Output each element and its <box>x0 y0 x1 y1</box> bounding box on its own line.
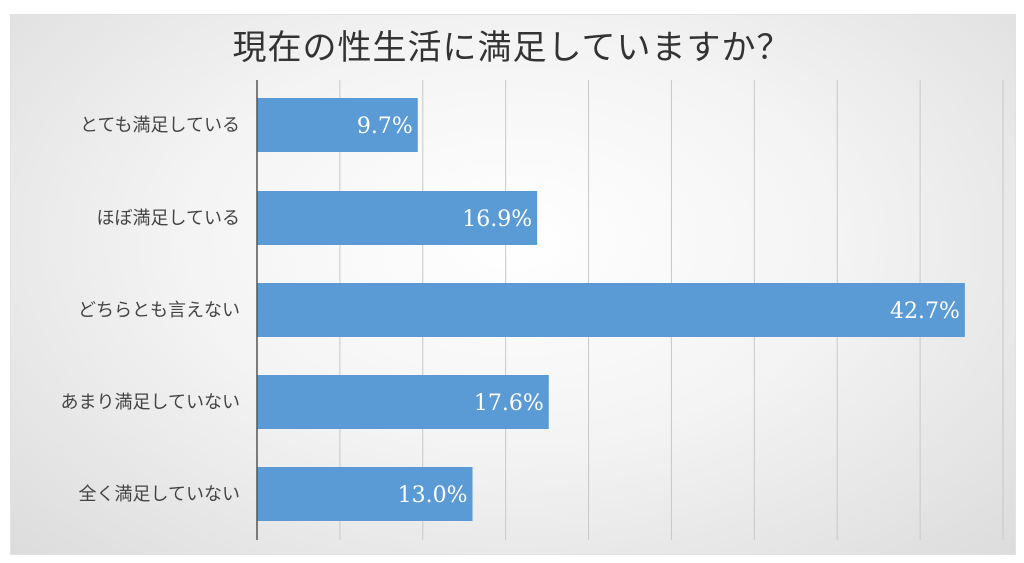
bar <box>257 191 538 245</box>
category-label: どちらとも言えない <box>78 300 240 321</box>
category-label: 全く満足していない <box>79 484 240 505</box>
value-labels: 9.7% 16.9% 42.7% 17.6% 13.0% <box>357 114 960 508</box>
bar <box>257 283 965 337</box>
data-label: 42.7% <box>890 299 960 324</box>
data-label: 9.7% <box>357 114 413 139</box>
bar <box>257 375 549 429</box>
bars <box>257 98 965 521</box>
category-label: あまり満足していない <box>61 392 240 413</box>
category-labels: とても満足しているほぼ満足しているどちらとも言えないあまり満足していない全く満足… <box>61 115 240 505</box>
bar <box>257 98 418 152</box>
category-label: とても満足している <box>80 115 240 136</box>
chart-title: 現在の性生活に満足していますか？ <box>232 28 792 68</box>
bar <box>257 467 473 521</box>
data-label: 13.0% <box>398 483 468 508</box>
data-label: 16.9% <box>462 207 532 232</box>
category-label: ほぼ満足している <box>97 208 240 229</box>
data-label: 17.6% <box>474 391 544 416</box>
